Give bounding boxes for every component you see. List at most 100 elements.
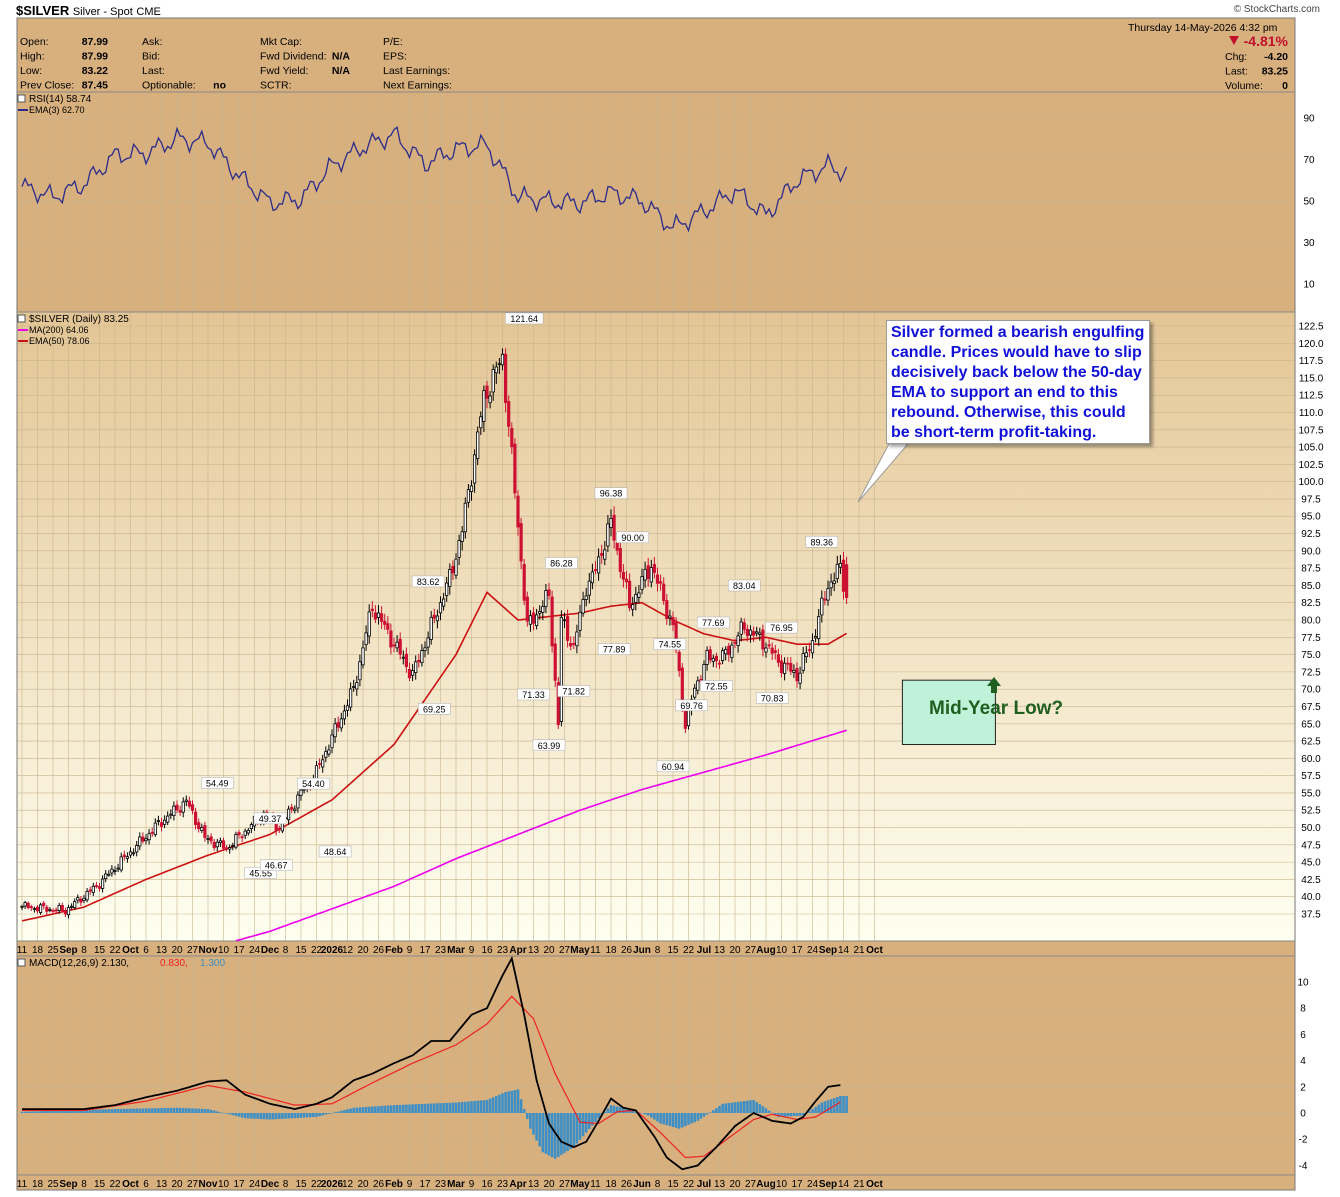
histogram-bar	[209, 1109, 213, 1113]
candle	[249, 822, 253, 834]
x-tick-label: Sep	[819, 1179, 837, 1190]
histogram-bar	[783, 1113, 786, 1117]
price-label: 72.55	[700, 680, 733, 692]
candle	[383, 613, 387, 630]
quote-left-value: 87.99	[82, 51, 108, 63]
candle	[190, 800, 195, 815]
histogram-bar	[594, 1113, 597, 1122]
histogram-bar	[172, 1107, 176, 1113]
quote-left-value: 83.22	[82, 65, 108, 77]
symbol-name: Silver - Spot	[72, 6, 133, 18]
x-tick-label: 20	[729, 945, 741, 956]
candle	[367, 604, 371, 644]
candle	[628, 573, 632, 612]
candle	[438, 596, 443, 621]
price-tick-label: 40.0	[1301, 892, 1321, 903]
candle	[482, 385, 486, 433]
candle	[358, 654, 362, 687]
candle	[631, 596, 635, 617]
candle	[829, 573, 833, 596]
x-tick-label: 20	[357, 1179, 369, 1190]
price-tick-label: 110.0	[1299, 408, 1324, 419]
candlesticks	[20, 348, 849, 919]
macd-tick-label: 10	[1297, 978, 1309, 989]
y-axes: 10 30 50 70 90 37.5 40.0 42.5 45.0 47.5 50.0 52.5 55…	[1297, 114, 1324, 1172]
histogram-bar	[749, 1100, 752, 1113]
x-tick-label: 18	[605, 945, 617, 956]
x-tick-label: 22	[109, 1179, 121, 1190]
price-label-text: 72.55	[705, 682, 728, 692]
x-tick-label: Jul	[697, 1179, 712, 1190]
histogram-bar	[684, 1113, 687, 1127]
candle	[714, 652, 719, 668]
histogram-bar	[23, 1111, 27, 1113]
x-tick-label: 13	[714, 1179, 726, 1190]
histogram-bar	[85, 1109, 89, 1113]
histogram-bar	[829, 1099, 833, 1113]
candle	[79, 896, 83, 907]
candle	[178, 805, 182, 816]
histogram-bar	[519, 1099, 523, 1113]
candle	[237, 829, 241, 839]
macd-legend-label: MACD(12,26,9) 2.130,	[29, 958, 129, 969]
x-tick-label: 26	[373, 1179, 385, 1190]
x-tick-label: 13	[156, 1179, 168, 1190]
histogram-bar	[234, 1113, 238, 1116]
histogram-bar	[541, 1113, 545, 1153]
histogram-bar	[724, 1103, 727, 1113]
macd-line	[22, 955, 841, 1171]
histogram-bar	[656, 1113, 659, 1122]
histogram-bar	[646, 1113, 650, 1116]
price-label-text: 90.00	[621, 533, 644, 543]
histogram-bar	[634, 1111, 638, 1113]
histogram-bar	[262, 1113, 266, 1120]
candle	[417, 653, 421, 668]
histogram-bar	[281, 1113, 284, 1119]
quote-right-value: 83.25	[1262, 66, 1288, 78]
candle	[556, 676, 560, 729]
up-arrow-icon	[987, 677, 1001, 693]
histogram-bar	[36, 1111, 39, 1113]
x-tick-label: 9	[469, 1179, 475, 1190]
histogram-bar	[460, 1101, 464, 1113]
price-label: 60.94	[656, 760, 690, 773]
candle	[752, 626, 756, 642]
histogram-bar	[116, 1109, 120, 1113]
x-tick-label: Oct	[866, 1179, 883, 1190]
quote-mid3-label: Next Earnings:	[383, 80, 452, 92]
candle	[336, 716, 340, 732]
histogram-bar	[228, 1113, 231, 1115]
candle	[659, 574, 663, 591]
price-tick-label: 115.0	[1299, 373, 1324, 384]
x-tick-label: 22	[683, 1179, 695, 1190]
histogram-bar	[302, 1113, 306, 1118]
price-tick-label: 122.5	[1298, 322, 1323, 333]
candle	[293, 805, 297, 814]
candle	[544, 584, 548, 614]
price-label: 49.37	[253, 812, 287, 825]
candle	[144, 834, 148, 845]
histogram-bar	[522, 1109, 526, 1113]
x-tick-label: 9	[407, 945, 413, 956]
candle	[404, 647, 409, 673]
histogram-bar	[761, 1106, 765, 1113]
histogram-bar	[451, 1102, 455, 1113]
price-tick-label: 87.5	[1301, 564, 1321, 575]
histogram-bar	[501, 1093, 504, 1113]
candle	[35, 905, 40, 914]
x-tick-label: Jun	[633, 945, 651, 956]
candle	[730, 641, 734, 663]
quote-right-value: 0	[1282, 80, 1288, 92]
price-label-text: 54.49	[206, 778, 229, 788]
histogram-bar	[801, 1113, 805, 1116]
histogram-bar	[175, 1107, 179, 1113]
candle	[48, 907, 52, 913]
x-tick-label: 25	[47, 1179, 59, 1190]
histogram-bar	[405, 1104, 408, 1113]
candle	[572, 636, 576, 650]
candle	[376, 605, 381, 625]
candle	[814, 629, 818, 643]
histogram-bar	[200, 1108, 204, 1113]
